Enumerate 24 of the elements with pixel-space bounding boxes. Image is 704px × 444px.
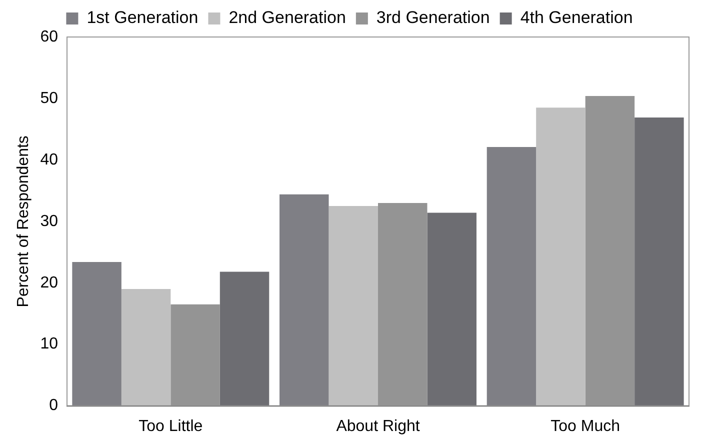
y-tick-label: 0 xyxy=(49,397,58,414)
x-tick-label: Too Little xyxy=(138,418,203,435)
bar xyxy=(536,108,586,406)
bar xyxy=(280,194,329,406)
y-tick-label: 40 xyxy=(40,151,58,168)
y-tick-label: 30 xyxy=(40,212,58,230)
bar xyxy=(220,272,270,406)
bar xyxy=(328,206,378,406)
y-tick-label: 60 xyxy=(40,28,58,46)
legend-label: 2nd Generation xyxy=(228,8,346,28)
x-tick-label: Too Much xyxy=(550,418,620,435)
y-axis-title: Percent of Respondents xyxy=(15,136,32,308)
y-tick-label: 20 xyxy=(40,274,58,292)
legend-label: 1st Generation xyxy=(86,8,198,28)
bar xyxy=(427,212,476,406)
bar xyxy=(72,262,122,406)
bar xyxy=(486,147,536,406)
x-tick-label: About Right xyxy=(336,418,420,435)
bar xyxy=(121,289,171,406)
bar xyxy=(634,118,684,406)
y-tick-label: 10 xyxy=(40,336,58,353)
legend-label: 4th Generation xyxy=(520,8,633,28)
legend-label: 3rd Generation xyxy=(376,8,490,28)
y-tick-label: 50 xyxy=(40,90,58,107)
